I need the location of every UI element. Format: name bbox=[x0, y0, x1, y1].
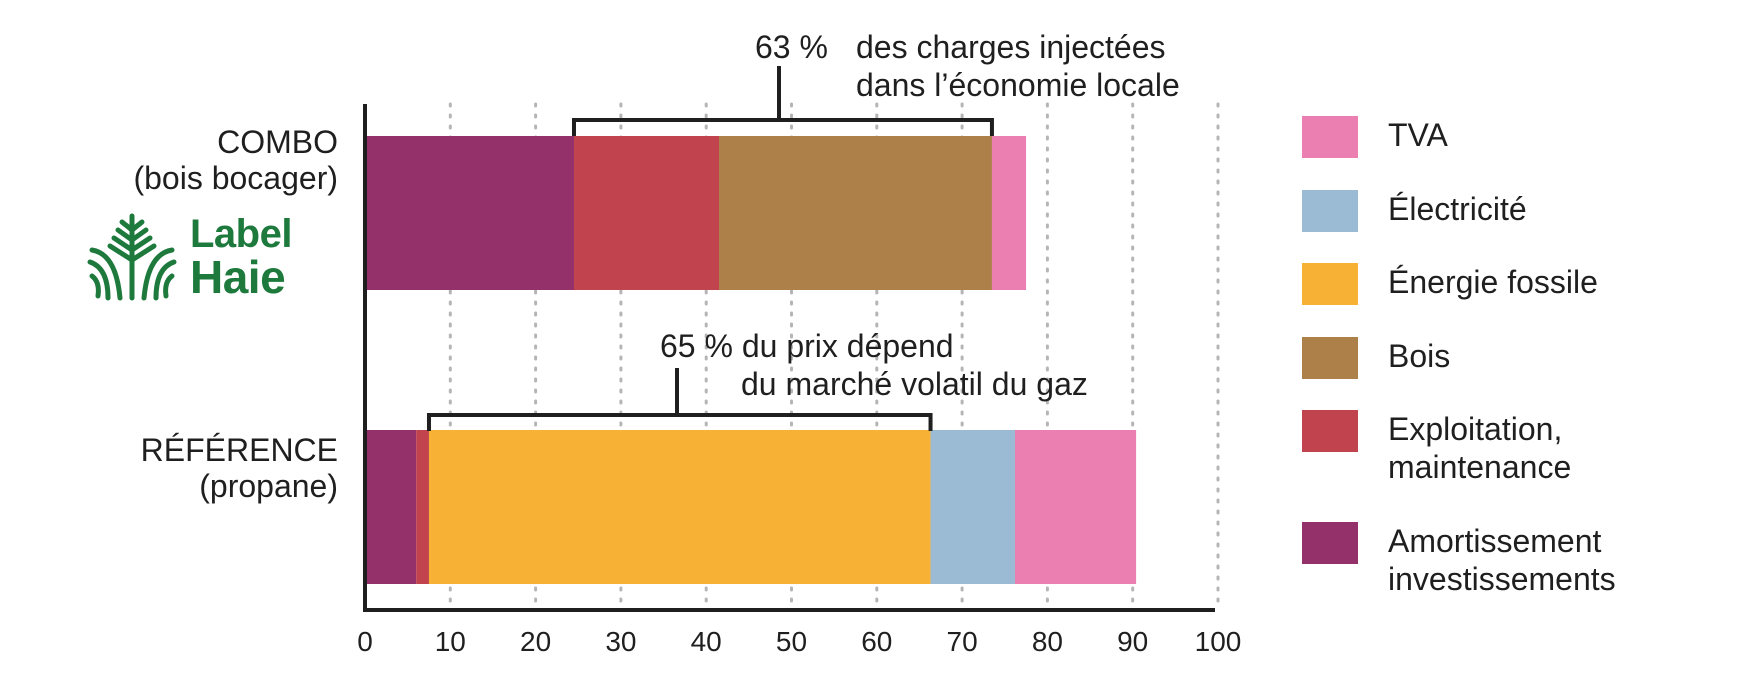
x-tick-labels: 0 10 20 30 40 50 60 70 80 90 100 bbox=[357, 626, 1241, 657]
logo-line1: Label bbox=[190, 212, 292, 256]
annotation-local-economy-line2: dans l’économie locale bbox=[856, 67, 1180, 103]
legend-swatch-exploitation bbox=[1302, 410, 1358, 452]
x-tick-label: 50 bbox=[776, 626, 807, 657]
legend-label-bois: Bois bbox=[1388, 338, 1451, 374]
leaf-icon bbox=[87, 213, 177, 301]
legend-item-electricite: Électricité bbox=[1302, 190, 1708, 232]
legend-item-amortissement: Amortissement investissements bbox=[1302, 522, 1708, 598]
legend-swatch-tva bbox=[1302, 116, 1358, 158]
annotation-brackets bbox=[426, 66, 994, 431]
x-tick-label: 100 bbox=[1195, 626, 1242, 657]
legend-label-tva: TVA bbox=[1388, 117, 1448, 153]
category-label-reference: RÉFÉRENCE (propane) bbox=[141, 432, 338, 504]
legend-label-electricite: Électricité bbox=[1388, 191, 1527, 227]
legend-label-energie-fossile: Énergie fossile bbox=[1388, 264, 1598, 300]
annotation-bracket bbox=[571, 118, 994, 136]
reference-label: RÉFÉRENCE bbox=[140, 432, 338, 468]
bar-segment bbox=[428, 430, 931, 584]
legend-swatch-bois bbox=[1302, 337, 1358, 379]
annotation-local-economy-text: des charges injectées dans l’économie lo… bbox=[856, 28, 1180, 104]
category-label-combo: COMBO (bois bocager) bbox=[133, 124, 338, 196]
bar-segment bbox=[573, 136, 719, 290]
x-tick-label: 90 bbox=[1117, 626, 1148, 657]
annotation-local-economy-pct: 63 % bbox=[755, 28, 828, 66]
legend-item-exploitation: Exploitation, maintenance bbox=[1302, 410, 1708, 486]
axes bbox=[363, 104, 1215, 612]
legend-label-exploitation: Exploitation, maintenance bbox=[1388, 411, 1572, 485]
x-tick-label: 70 bbox=[947, 626, 978, 657]
annotation-local-economy-value: 63 % bbox=[755, 29, 828, 65]
legend-item-bois: Bois bbox=[1302, 337, 1708, 379]
legend-swatch-electricite bbox=[1302, 190, 1358, 232]
legend-item-energie-fossile: Énergie fossile bbox=[1302, 263, 1708, 305]
legend-swatch-energie-fossile bbox=[1302, 263, 1358, 305]
reference-sublabel: (propane) bbox=[199, 468, 338, 504]
combo-label: COMBO bbox=[217, 124, 338, 160]
legend-label-amortissement: Amortissement investissements bbox=[1388, 523, 1616, 597]
bar-segment bbox=[416, 430, 429, 584]
x-tick-label: 0 bbox=[357, 626, 373, 657]
logo-line2: Haie bbox=[190, 251, 286, 303]
bar-segment bbox=[718, 136, 992, 290]
bar-segment bbox=[930, 430, 1015, 584]
bar-segments bbox=[365, 136, 1137, 584]
label-haie-logo: Label Haie bbox=[86, 210, 326, 302]
x-tick-label: 10 bbox=[435, 626, 466, 657]
annotation-bracket bbox=[426, 413, 933, 431]
x-tick-label: 40 bbox=[691, 626, 722, 657]
x-tick-label: 20 bbox=[520, 626, 551, 657]
logo-wordmark: Label Haie bbox=[190, 214, 292, 300]
x-tick-label: 60 bbox=[861, 626, 892, 657]
annotation-gas-market: 65 % du prix dépend du marché volatil du… bbox=[660, 327, 1088, 403]
annotation-gas-line1: 65 % du prix dépend bbox=[660, 328, 954, 364]
annotation-gas-line2: du marché volatil du gaz bbox=[741, 366, 1088, 402]
bar-segment bbox=[365, 136, 574, 290]
annotation-local-economy-line1: des charges injectées bbox=[856, 29, 1166, 65]
legend-swatch-amortissement bbox=[1302, 522, 1358, 564]
x-tick-label: 80 bbox=[1032, 626, 1063, 657]
grid-lines bbox=[448, 102, 1220, 612]
legend-item-tva: TVA bbox=[1302, 116, 1708, 158]
bar-segment bbox=[365, 430, 417, 584]
x-tick-label: 30 bbox=[605, 626, 636, 657]
bar-segment bbox=[1014, 430, 1137, 584]
bar-segment bbox=[991, 136, 1027, 290]
combo-sublabel: (bois bocager) bbox=[133, 160, 338, 196]
